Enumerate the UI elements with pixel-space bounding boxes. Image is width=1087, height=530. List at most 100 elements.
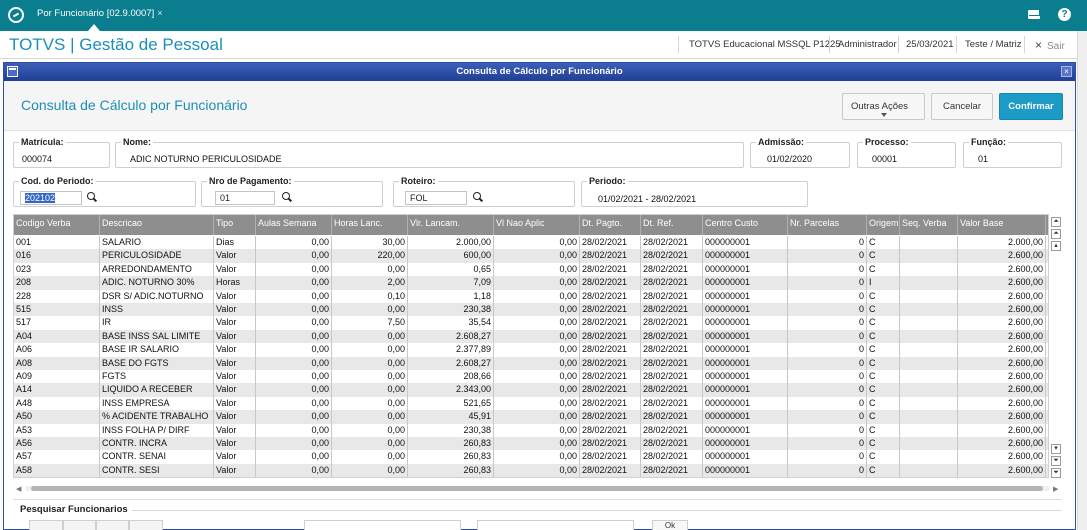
- scroll-top-icon[interactable]: ⏶: [1051, 217, 1061, 227]
- table-row[interactable]: A53 INSS FOLHA P/ DIRF Valor 0,00 0,00 230,38…: [14, 423, 1048, 437]
- table-row[interactable]: 208 ADIC. NOTURNO 30% Horas 0,00 2,00 7,09 0,0…: [14, 276, 1048, 290]
- confirm-button[interactable]: Confirmar: [999, 93, 1063, 120]
- column-header[interactable]: Dt. Pagto.: [580, 215, 641, 235]
- cod-periodo-search-icon[interactable]: [87, 192, 97, 202]
- scroll-bottom-icon[interactable]: ⏷: [1051, 468, 1061, 478]
- table-row[interactable]: A08 BASE DO FGTS Valor 0,00 0,00 2.608,27 0,00…: [14, 356, 1048, 370]
- table-cell: Valor: [214, 383, 256, 397]
- table-row[interactable]: 517 IR Valor 0,00 7,50 35,54 0,00 28/02/2021 28/…: [14, 316, 1048, 330]
- column-header[interactable]: Vl Nao Aplic: [494, 215, 580, 235]
- table-cell: 2.600,00: [958, 249, 1046, 263]
- nro-pagamento-input[interactable]: 01: [215, 191, 275, 205]
- table-cell: Valor: [214, 423, 256, 437]
- column-header[interactable]: Dt. Ref.: [641, 215, 703, 235]
- table-row[interactable]: A56 CONTR. INCRA Valor 0,00 0,00 260,83 0,00 28…: [14, 437, 1048, 451]
- periodo-field: Periodo: 01/02/2021 - 28/02/2021: [581, 176, 808, 207]
- mail-icon[interactable]: [1028, 10, 1040, 19]
- table-row[interactable]: A14 LIQUIDO A RECEBER Valor 0,00 0,00 2.343,0…: [14, 383, 1048, 397]
- column-header[interactable]: Tipo: [214, 215, 256, 235]
- calc-grid[interactable]: Codigo Verba Descricao Tipo Aulas Semana Hor…: [13, 214, 1049, 478]
- roteiro-input[interactable]: FOL: [405, 191, 467, 205]
- dialog-close-icon[interactable]: ×: [1061, 66, 1072, 77]
- column-header[interactable]: C: [1046, 215, 1048, 235]
- table-row[interactable]: A06 BASE IR SALARIO Valor 0,00 0,00 2.377,89 0…: [14, 343, 1048, 357]
- column-header[interactable]: Origem: [867, 215, 900, 235]
- table-row[interactable]: 001 SALARIO Dias 0,00 30,00 2.000,00 0,00 28/02…: [14, 236, 1048, 250]
- table-cell: A08: [14, 356, 100, 370]
- table-cell: 0,00: [494, 329, 580, 344]
- table-cell: 28/02/2021: [641, 370, 703, 384]
- table-row[interactable]: A48 INSS EMPRESA Valor 0,00 0,00 521,65 0,00 28…: [14, 396, 1048, 411]
- table-row[interactable]: A57 CONTR. SENAI Valor 0,00 0,00 260,83 0,00 28…: [14, 450, 1048, 464]
- table-row[interactable]: 228 DSR S/ ADIC.NOTURNO Valor 0,00 0,10 1,18 0…: [14, 289, 1048, 303]
- table-row[interactable]: A50% ACIDENTE TRABALHO Valor 0,00 0,00 45,91…: [14, 410, 1048, 424]
- scroll-right-icon[interactable]: ▶: [1053, 486, 1059, 493]
- branch-label[interactable]: Teste / Matriz: [965, 39, 1022, 50]
- table-cell: C: [867, 356, 900, 370]
- admissao-field: Admissão: 01/02/2020: [750, 137, 850, 168]
- table-row[interactable]: A09 FGTS Valor 0,00 0,00 208,66 0,00 28/02/2021…: [14, 370, 1048, 384]
- column-header[interactable]: Nr. Parcelas: [788, 215, 867, 235]
- table-cell: [900, 356, 958, 370]
- column-header[interactable]: Valor Base: [958, 215, 1046, 235]
- table-row[interactable]: A04 BASE INSS SAL LIMITE Valor 0,00 0,00 2.60…: [14, 329, 1048, 344]
- roteiro-field: Roteiro: FOL: [393, 176, 575, 207]
- nro-pagamento-search-icon[interactable]: [282, 192, 292, 202]
- table-cell: A56: [14, 437, 100, 451]
- totvs-logo-icon[interactable]: [8, 7, 24, 23]
- table-cell: 2.608,27: [408, 329, 494, 344]
- help-icon[interactable]: ?: [1058, 8, 1071, 21]
- grid-horizontal-scrollbar[interactable]: ◀ ▶: [13, 482, 1062, 494]
- table-cell: 000000001: [703, 262, 788, 277]
- table-cell: 0,00: [494, 262, 580, 277]
- scroll-up-icon[interactable]: ▴: [1051, 241, 1061, 251]
- table-cell: 45,91: [408, 410, 494, 424]
- column-header[interactable]: Centro Custo: [703, 215, 788, 235]
- table-row[interactable]: 023 ARREDONDAMENTO Valor 0,00 0,00 0,65 0,00 28…: [14, 262, 1048, 277]
- column-header[interactable]: Descricao: [100, 215, 214, 235]
- table-cell: 28/02/2021: [580, 316, 641, 330]
- nav-next-button[interactable]: [96, 520, 129, 530]
- table-cell: 000000001: [703, 396, 788, 411]
- search-ok-button[interactable]: Ok: [652, 520, 688, 530]
- periodo-value: 01/02/2021 - 28/02/2021: [598, 194, 697, 204]
- table-cell: 2.600,00: [958, 410, 1046, 424]
- table-row[interactable]: 016 PERICULOSIDADE Valor 0,00 220,00 600,00 0,…: [14, 249, 1048, 263]
- search-input[interactable]: [477, 520, 634, 530]
- scroll-left-icon[interactable]: ◀: [16, 486, 22, 493]
- table-cell: 0: [788, 343, 867, 357]
- column-header[interactable]: Seq. Verba: [900, 215, 958, 235]
- page-scrollbar[interactable]: [1077, 31, 1087, 530]
- table-cell: [900, 289, 958, 303]
- table-cell: ARREDONDAMENTO: [100, 262, 214, 277]
- scroll-down-icon[interactable]: ▾: [1051, 444, 1061, 454]
- exit-button[interactable]: × Sair: [1035, 38, 1065, 52]
- cancel-button[interactable]: Cancelar: [931, 93, 993, 120]
- scroll-page-down-icon[interactable]: ⏷: [1051, 456, 1061, 466]
- cod-periodo-input[interactable]: 202102: [20, 191, 82, 205]
- table-cell: 000000001: [703, 410, 788, 424]
- column-header[interactable]: Codigo Verba: [14, 215, 100, 235]
- tab-close-icon[interactable]: ×: [157, 8, 163, 18]
- table-cell: 0,00: [332, 396, 408, 411]
- grid-vertical-scrollbar[interactable]: ⏶ ⏶ ▴ ▾ ⏷ ⏷: [1050, 214, 1062, 478]
- table-cell: Valor: [214, 316, 256, 330]
- scroll-page-up-icon[interactable]: ⏶: [1051, 229, 1061, 239]
- hscroll-thumb[interactable]: [31, 486, 1043, 491]
- table-row[interactable]: A58 CONTR. SESI Valor 0,00 0,00 260,83 0,00 28/…: [14, 463, 1048, 477]
- table-cell: 0: [788, 450, 867, 464]
- column-header[interactable]: Aulas Semana: [256, 215, 332, 235]
- nav-prev-button[interactable]: [63, 520, 96, 530]
- table-cell: C: [867, 437, 900, 451]
- table-cell: 0,00: [332, 463, 408, 477]
- column-header[interactable]: Horas Lanc.: [332, 215, 408, 235]
- nav-last-button[interactable]: [129, 520, 163, 530]
- table-cell: DSR S/ ADIC.NOTURNO: [100, 289, 214, 303]
- tab-por-funcionario[interactable]: Por Funcionário [02.9.0007] ×: [31, 5, 171, 26]
- table-row[interactable]: 515 INSS Valor 0,00 0,00 230,38 0,00 28/02/2021…: [14, 303, 1048, 317]
- column-header[interactable]: Vlr. Lancam.: [408, 215, 494, 235]
- nav-first-button[interactable]: [29, 520, 63, 530]
- search-type-select[interactable]: [304, 520, 461, 530]
- other-actions-button[interactable]: Outras Ações: [842, 93, 925, 120]
- roteiro-search-icon[interactable]: [473, 192, 483, 202]
